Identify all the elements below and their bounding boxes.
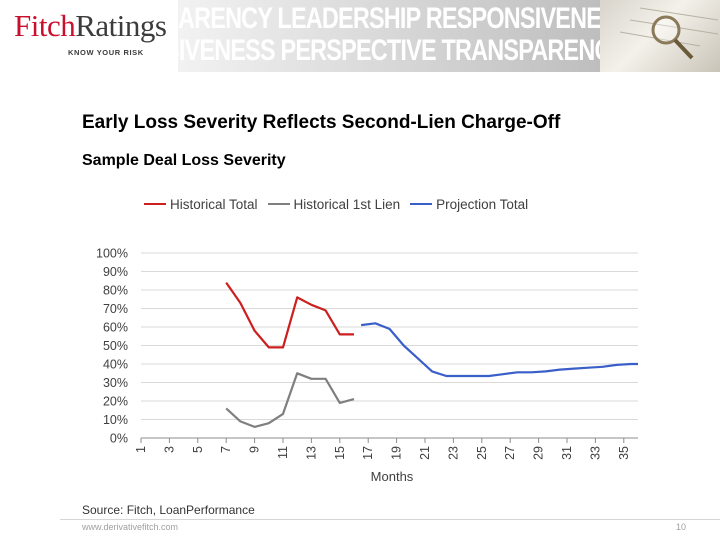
series-line-historical-1st-lien bbox=[225, 372, 355, 428]
x-tick-label: 7 bbox=[219, 446, 233, 453]
x-tick-label: 17 bbox=[361, 446, 375, 460]
y-tick-label: 10% bbox=[103, 413, 128, 427]
logo-brand-second: Ratings bbox=[75, 8, 167, 43]
footer-url[interactable]: www.derivativefitch.com bbox=[82, 522, 179, 532]
header-banner: ARENCY LEADERSHIP RESPONSIVENESS SIVENES… bbox=[0, 0, 720, 72]
x-tick-label: 35 bbox=[617, 446, 631, 460]
x-tick-label: 23 bbox=[446, 446, 460, 460]
x-axis-ticks: 1 3 5 7 9 11 13 15 17 19 21 23 25 27 29 31 33 35 bbox=[134, 438, 631, 460]
x-tick-label: 29 bbox=[532, 446, 546, 460]
legend-swatch-historical-total bbox=[144, 203, 166, 205]
x-tick-label: 5 bbox=[191, 446, 205, 453]
y-tick-label: 20% bbox=[103, 395, 128, 409]
y-tick-label: 90% bbox=[103, 265, 128, 279]
x-tick-label: 15 bbox=[333, 446, 347, 460]
y-axis-ticks: 0% 10% 20% 30% 40% 50% 60% 70% 80% 90% 100% bbox=[96, 247, 128, 446]
y-tick-label: 40% bbox=[103, 358, 128, 372]
chart-series bbox=[225, 281, 638, 428]
x-tick-label: 11 bbox=[276, 446, 290, 459]
banner-line-2: SIVENESS PERSPECTIVE TRANSPARENCY bbox=[178, 34, 608, 67]
fitch-ratings-logo[interactable]: FitchRatings bbox=[14, 8, 167, 44]
legend-item-historical-total: Historical Total bbox=[144, 197, 258, 212]
page-number: 10 bbox=[676, 522, 687, 532]
y-tick-label: 70% bbox=[103, 302, 128, 316]
slide-title: Early Loss Severity Reflects Second-Lien… bbox=[82, 112, 561, 133]
chart-title: Sample Deal Loss Severity bbox=[82, 152, 286, 169]
x-tick-label: 3 bbox=[162, 446, 176, 453]
x-tick-label: 31 bbox=[560, 446, 574, 460]
banner-values-strip: ARENCY LEADERSHIP RESPONSIVENESS SIVENES… bbox=[178, 0, 608, 72]
chart-legend: Historical Total Historical 1st Lien Pro… bbox=[144, 195, 528, 213]
x-tick-label: 25 bbox=[475, 446, 489, 460]
magnifier-icon bbox=[619, 7, 719, 60]
x-tick-label: 13 bbox=[304, 446, 318, 460]
legend-item-historical-1st-lien: Historical 1st Lien bbox=[267, 196, 401, 212]
banner-line-1: ARENCY LEADERSHIP RESPONSIVENESS bbox=[178, 2, 608, 35]
logo-tagline: KNOW YOUR RISK bbox=[68, 48, 144, 57]
chart-gridlines bbox=[141, 252, 638, 439]
banner-photo bbox=[600, 0, 720, 72]
y-tick-label: 0% bbox=[110, 432, 128, 446]
x-tick-label: 1 bbox=[134, 446, 148, 453]
series-line-projection-total bbox=[360, 322, 638, 378]
source-note: Source: Fitch, LoanPerformance bbox=[82, 503, 255, 517]
x-tick-label: 9 bbox=[248, 446, 262, 453]
x-tick-label: 19 bbox=[390, 446, 404, 460]
footer-divider bbox=[60, 519, 720, 520]
legend-swatch-projection-total bbox=[410, 203, 433, 205]
x-tick-label: 21 bbox=[418, 446, 432, 460]
y-tick-label: 50% bbox=[103, 339, 128, 353]
logo-brand: Fitch bbox=[14, 8, 76, 43]
y-tick-label: 30% bbox=[103, 376, 128, 390]
x-tick-label: 33 bbox=[588, 446, 602, 460]
series-line-historical-total bbox=[225, 281, 354, 349]
legend-swatch-historical-1st-lien bbox=[267, 203, 290, 205]
legend-label-projection-total: Projection Total bbox=[436, 196, 529, 212]
y-tick-label: 60% bbox=[103, 321, 128, 335]
legend-label-historical-1st-lien: Historical 1st Lien bbox=[293, 196, 401, 212]
y-tick-label: 80% bbox=[103, 284, 128, 298]
x-axis-label: Months bbox=[371, 469, 414, 484]
x-tick-label: 27 bbox=[503, 446, 517, 460]
legend-label-historical-total: Historical Total bbox=[170, 196, 258, 212]
y-tick-label: 100% bbox=[96, 247, 128, 261]
legend-item-projection-total: Projection Total bbox=[410, 197, 528, 212]
